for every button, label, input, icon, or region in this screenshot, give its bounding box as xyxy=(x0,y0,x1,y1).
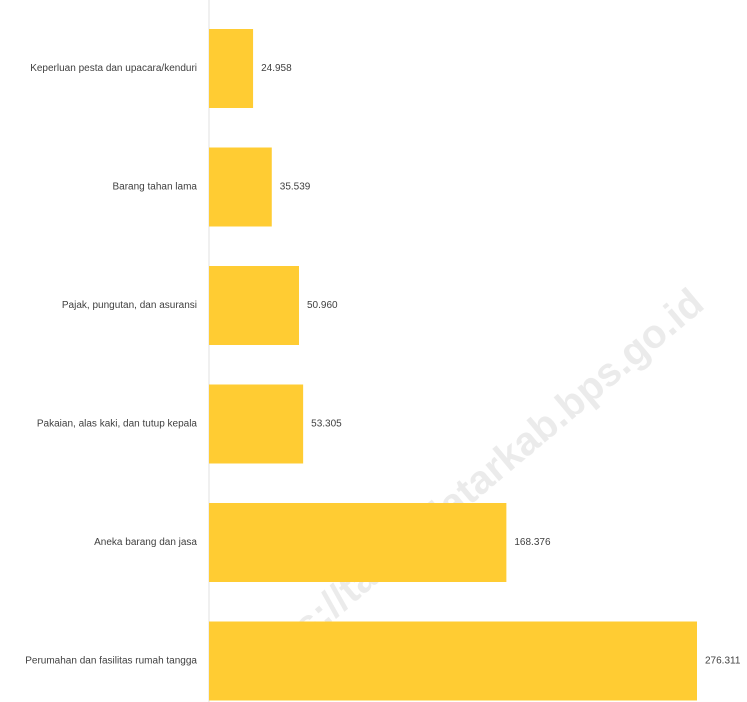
value-label-4: 168.376 xyxy=(514,537,551,548)
value-label-3: 53.305 xyxy=(311,419,342,430)
bar-5 xyxy=(209,621,697,701)
category-label-3: Pakaian, alas kaki, dan tutup kepala xyxy=(37,419,198,430)
value-label-1: 35.539 xyxy=(280,182,311,193)
category-label-4: Aneka barang dan jasa xyxy=(94,537,197,548)
bar-2 xyxy=(209,266,300,345)
bar-1 xyxy=(209,147,272,227)
bar-3 xyxy=(209,384,304,464)
category-label-5: Perumahan dan fasilitas rumah tangga xyxy=(25,656,197,667)
value-label-2: 50.960 xyxy=(307,300,338,311)
bar-4 xyxy=(209,503,507,582)
value-label-5: 276.311 xyxy=(705,656,741,667)
bars-layer: Keperluan pesta dan upacara/kenduri 24.95… xyxy=(25,29,741,701)
value-label-0: 24.958 xyxy=(261,63,292,74)
category-label-0: Keperluan pesta dan upacara/kenduri xyxy=(30,63,197,74)
category-label-2: Pajak, pungutan, dan asuransi xyxy=(62,300,197,311)
bar-0 xyxy=(209,29,254,108)
category-label-1: Barang tahan lama xyxy=(112,182,197,193)
